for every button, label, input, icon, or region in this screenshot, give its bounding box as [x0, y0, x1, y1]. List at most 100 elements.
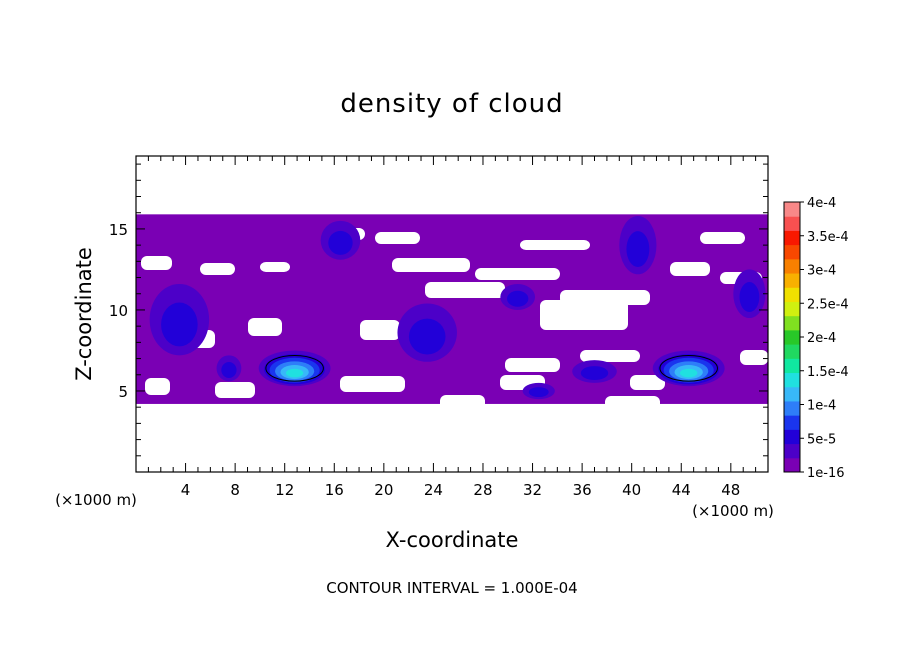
colorbar-swatch	[784, 457, 800, 473]
clear-gap	[520, 240, 590, 250]
colorbar-swatch	[784, 230, 800, 246]
cloud-core	[522, 382, 555, 400]
x-axis-label: X-coordinate	[386, 528, 519, 552]
core-contour-band	[328, 230, 353, 255]
clear-gap	[475, 268, 560, 280]
cloud-core	[216, 355, 242, 382]
clear-gap	[200, 263, 235, 275]
x-tick-label: 32	[523, 481, 542, 499]
x-tick-label: 44	[672, 481, 691, 499]
y-tick-label: 5	[118, 383, 128, 401]
core-contour-band	[221, 362, 237, 379]
core-contour-band	[739, 282, 760, 312]
colorbar-swatch	[784, 386, 800, 402]
clear-gap	[630, 375, 665, 390]
colorbar-swatch	[784, 329, 800, 345]
colorbar-label: 1e-4	[807, 399, 836, 414]
clear-gap	[425, 282, 505, 298]
core-contour-band	[507, 290, 529, 307]
z-axis-unit: (×1000 m)	[692, 502, 774, 520]
cloud-core	[500, 284, 536, 310]
clear-gap	[248, 318, 282, 336]
plot-frame	[135, 155, 769, 473]
colorbar-label: 3e-4	[807, 264, 836, 279]
core-contour-band	[528, 387, 549, 398]
clear-gap	[670, 262, 710, 276]
core-contour-line	[265, 354, 324, 382]
x-axis-unit: (×1000 m)	[55, 491, 137, 509]
x-tick-label: 28	[473, 481, 492, 499]
colorbar: 1e-16 5e-5 1e-4 1.5e-4 2e-4 2.5e-4 3e-4 3.5e-4 4…	[783, 196, 849, 481]
clear-gap	[540, 300, 628, 330]
colorbar-swatch	[784, 315, 800, 331]
clear-gap	[360, 320, 400, 340]
colorbar-swatch	[784, 287, 800, 302]
cloud-core	[619, 215, 657, 275]
cloud-core	[572, 360, 617, 383]
x-tick-label: 12	[275, 481, 294, 499]
x-tick-label: 20	[374, 481, 393, 499]
cloud-cores	[149, 215, 766, 400]
x-axis-ticks: 4 8 12 16 20 24 28 32 36 40 44 48	[147, 156, 757, 499]
colorbar-label: 3.5e-4	[807, 230, 849, 245]
colorbar-label: 1.5e-4	[807, 365, 849, 380]
clear-gap	[375, 232, 420, 244]
cloud-core	[149, 284, 210, 356]
core-contour-band	[580, 366, 609, 381]
cloud-core	[733, 269, 766, 319]
clear-gap	[340, 376, 405, 392]
clear-gap	[605, 396, 660, 410]
cloud-core	[320, 220, 361, 260]
x-tick-label: 36	[573, 481, 592, 499]
x-tick-label: 48	[721, 481, 740, 499]
clear-gap	[215, 382, 255, 398]
clear-gap	[392, 258, 470, 272]
colorbar-swatch	[784, 344, 800, 359]
colorbar-swatch	[784, 301, 800, 317]
x-tick-label: 16	[325, 481, 344, 499]
core-contour-band	[626, 231, 650, 268]
core-contour-band	[679, 368, 698, 378]
clear-gap	[141, 256, 172, 270]
colorbar-swatch	[784, 429, 800, 445]
y-axis-label: Z-coordinate	[72, 247, 96, 381]
colorbar-swatch	[784, 372, 800, 388]
core-contour-band	[161, 302, 198, 347]
colorbar-label: 5e-5	[807, 432, 836, 447]
cloud-core	[397, 303, 457, 362]
clear-gap	[700, 232, 745, 244]
colorbar-label: 4e-4	[807, 196, 836, 211]
x-tick-label: 8	[230, 481, 240, 499]
x-tick-label: 24	[424, 481, 443, 499]
cloud-core	[652, 350, 725, 387]
y-tick-label: 15	[109, 221, 128, 239]
plot-area	[136, 214, 768, 410]
clear-gap	[145, 378, 170, 395]
y-tick-label: 10	[109, 302, 128, 320]
clear-gap	[580, 350, 640, 362]
contour-interval-note: CONTOUR INTERVAL = 1.000E-04	[326, 579, 577, 597]
colorbar-swatch	[784, 415, 800, 430]
core-contour-band	[408, 318, 446, 355]
clear-gap	[740, 350, 768, 365]
colorbar-label: 2e-4	[807, 331, 836, 346]
colorbar-swatch	[784, 258, 800, 274]
colorbar-swatch	[784, 202, 800, 217]
colorbar-label: 1e-16	[807, 466, 845, 481]
colorbar-swatch	[784, 443, 800, 459]
chart-title: density of cloud	[340, 89, 563, 119]
colorbar-swatch	[784, 216, 800, 231]
colorbar-swatch	[784, 244, 800, 260]
cloud-core	[258, 350, 331, 387]
clear-gap	[440, 395, 485, 410]
colorbar-swatch	[784, 273, 800, 288]
colorbar-label: 2.5e-4	[807, 297, 849, 312]
x-tick-label: 4	[181, 481, 191, 499]
colorbar-swatch	[784, 358, 800, 374]
core-contour-band	[285, 368, 304, 378]
clear-gap	[505, 358, 560, 372]
colorbar-swatch	[784, 400, 800, 416]
core-contour-line	[659, 354, 718, 382]
clear-sky-gaps	[141, 228, 768, 410]
